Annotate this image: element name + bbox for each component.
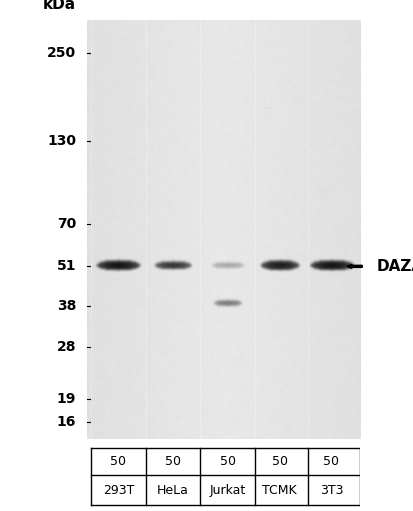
Text: 293T: 293T: [102, 484, 134, 497]
Text: 19: 19: [57, 391, 76, 406]
Text: 50: 50: [165, 455, 180, 468]
Text: 16: 16: [57, 414, 76, 429]
Text: 50: 50: [271, 455, 287, 468]
Text: 250: 250: [47, 47, 76, 60]
Text: 51: 51: [56, 260, 76, 273]
Text: DAZAP1: DAZAP1: [376, 259, 413, 274]
Text: 50: 50: [219, 455, 235, 468]
Text: TCMK: TCMK: [261, 484, 296, 497]
Text: HeLa: HeLa: [157, 484, 188, 497]
Text: Jurkat: Jurkat: [209, 484, 245, 497]
Text: 50: 50: [323, 455, 339, 468]
Text: 70: 70: [57, 217, 76, 231]
Text: 28: 28: [56, 340, 76, 354]
Text: kDa: kDa: [43, 0, 76, 12]
Text: 50: 50: [110, 455, 126, 468]
Text: 130: 130: [47, 134, 76, 148]
Text: 38: 38: [57, 299, 76, 313]
Text: 3T3: 3T3: [319, 484, 342, 497]
